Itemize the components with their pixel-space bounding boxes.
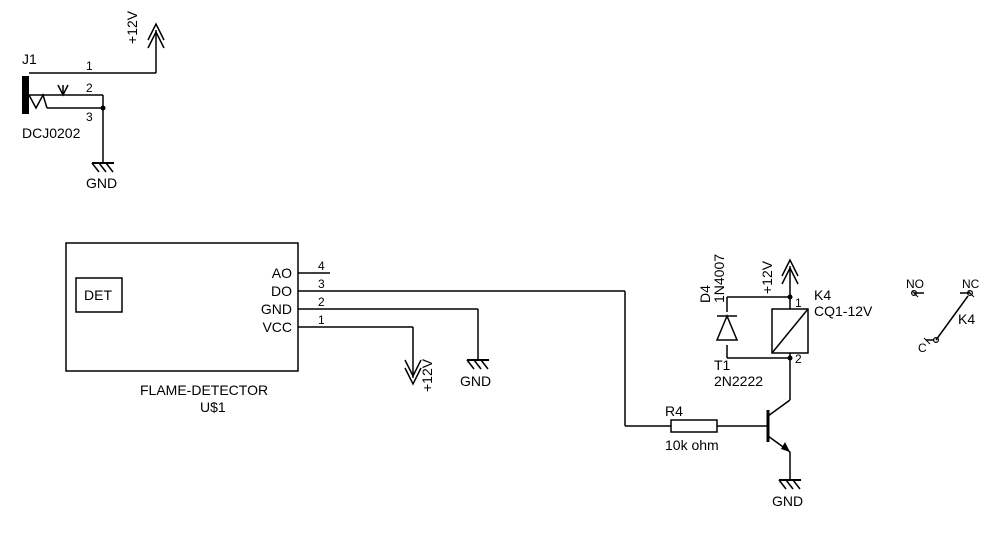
flame-name1: FLAME-DETECTOR	[140, 382, 268, 398]
j1-gnd-label: GND	[86, 175, 117, 191]
power-jack-section: J1 1 2 3 DCJ0202 +12V	[22, 10, 164, 191]
coil-pin2: 2	[795, 352, 802, 366]
d4-part: 1N4007	[711, 254, 727, 303]
contact-nc: NC	[962, 277, 980, 291]
r4-ref: R4	[665, 403, 683, 419]
flame-vcc-rail: +12V	[419, 358, 435, 392]
schematic-canvas: J1 1 2 3 DCJ0202 +12V	[0, 0, 998, 536]
flame-detector-section: DET AO DO GND VCC 4 3 2 1 FLAME-DETECTOR…	[66, 243, 671, 426]
pin-gnd-num: 2	[318, 295, 325, 309]
t1-part: 2N2222	[714, 373, 763, 389]
j1-ref: J1	[22, 51, 37, 67]
j1-pin3: 3	[86, 110, 93, 124]
pin-ao-name: AO	[272, 265, 292, 281]
coil-rail: +12V	[759, 260, 775, 294]
coil-pin1: 1	[795, 296, 802, 310]
t1-ref: T1	[714, 357, 731, 373]
coil-part: CQ1-12V	[814, 303, 873, 319]
relay-contacts-k4: NO NC C K4	[906, 277, 980, 355]
jack-body	[22, 76, 29, 114]
r4-value: 10k ohm	[665, 437, 719, 453]
contacts-ref: K4	[958, 311, 975, 327]
pin-vcc-num: 1	[318, 313, 325, 327]
relay-coil-k4: 1 2 +12V K4 CQ1-12V	[759, 260, 873, 366]
j1-pin1: 1	[86, 59, 93, 73]
contact-no: NO	[906, 277, 924, 291]
flame-name2: U$1	[200, 399, 226, 415]
pin-do-name: DO	[271, 283, 292, 299]
transistor-t1: GND T1 2N2222	[714, 357, 803, 509]
j1-rail-label: +12V	[124, 10, 140, 44]
resistor-r4: R4 10k ohm	[665, 403, 768, 453]
pin-ao-num: 4	[318, 259, 325, 273]
pin-vcc-name: VCC	[262, 319, 292, 335]
det-label: DET	[84, 287, 112, 303]
coil-ref: K4	[814, 287, 831, 303]
contact-c: C	[918, 341, 927, 355]
pin-do-num: 3	[318, 277, 325, 291]
j1-pin2: 2	[86, 81, 93, 95]
j1-part: DCJ0202	[22, 125, 81, 141]
t1-gnd-label: GND	[772, 493, 803, 509]
flame-gnd-label: GND	[460, 373, 491, 389]
pin-gnd-name: GND	[261, 301, 292, 317]
